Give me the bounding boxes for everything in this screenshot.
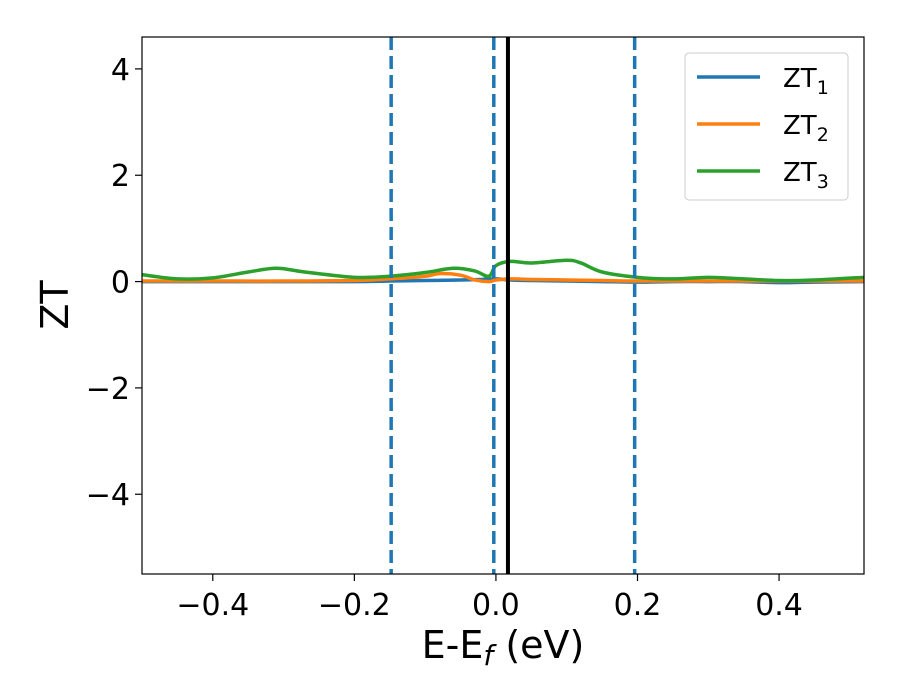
legend-label-2: ZT2 — [783, 111, 829, 146]
y-axis-ticks: −4 −2 0 2 4 — [86, 53, 142, 513]
x-tick-label: 0.0 — [472, 588, 520, 623]
y-tick-label: 2 — [111, 159, 130, 194]
x-axis-ticks: −0.4 −0.2 0.0 0.2 0.4 — [176, 574, 803, 623]
legend: ZT1 ZT2 ZT3 — [684, 52, 849, 201]
y-tick-label: −4 — [86, 478, 130, 513]
plot-content — [142, 37, 864, 574]
x-tick-label: 0.2 — [614, 588, 662, 623]
series-line-2 — [142, 271, 864, 284]
series-line-3 — [142, 258, 864, 283]
legend-label-3: ZT3 — [783, 158, 829, 193]
y-axis-label: ZT — [33, 280, 77, 330]
x-axis-label: E-Ef (eV) — [422, 623, 585, 672]
x-tick-label: 0.4 — [755, 588, 803, 623]
legend-frame — [684, 52, 849, 201]
y-tick-label: 4 — [111, 53, 130, 88]
y-tick-label: −2 — [86, 372, 130, 407]
legend-label-1: ZT1 — [783, 64, 829, 99]
y-tick-label: 0 — [111, 266, 130, 301]
x-tick-label: −0.4 — [176, 588, 249, 623]
plot-frame — [141, 36, 865, 575]
x-tick-label: −0.2 — [318, 588, 391, 623]
